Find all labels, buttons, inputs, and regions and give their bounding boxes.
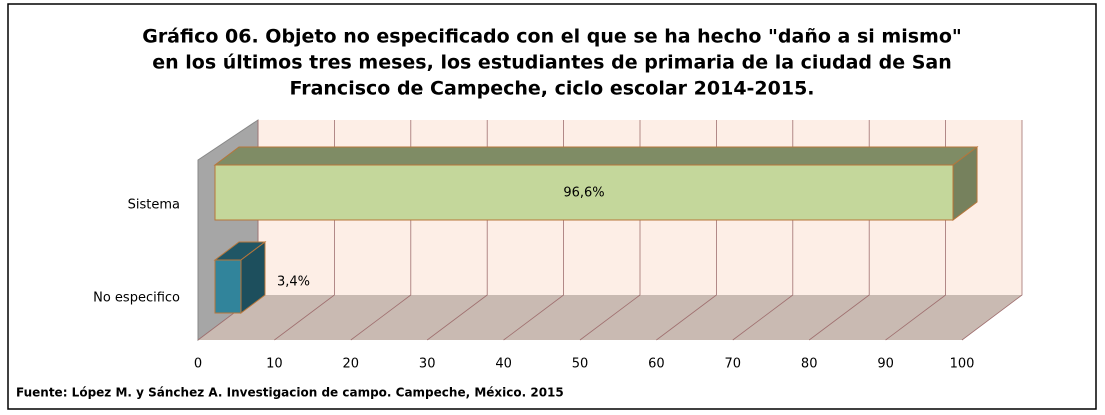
category-label: Sistema — [128, 198, 180, 213]
grid-line — [961, 120, 1023, 341]
x-tick-label: 70 — [725, 357, 742, 372]
x-tick-label: 50 — [572, 357, 589, 372]
x-tick-label: 100 — [950, 357, 975, 372]
chart-title: en los últimos tres meses, los estudiant… — [152, 52, 952, 74]
chart-title: Gráfico 06. Objeto no especificado con e… — [142, 26, 962, 48]
bar — [213, 241, 267, 314]
x-tick-label: 40 — [495, 357, 512, 372]
x-tick-label: 90 — [877, 357, 894, 372]
x-tick-label: 60 — [648, 357, 665, 372]
category-label: No especifico — [93, 291, 180, 306]
x-tick-label: 20 — [343, 357, 360, 372]
source-note: Fuente: López M. y Sánchez A. Investigac… — [16, 386, 564, 400]
bar — [213, 146, 979, 221]
x-tick-label: 80 — [801, 357, 818, 372]
x-tick-label: 0 — [194, 357, 202, 372]
value-label: 96,6% — [563, 186, 604, 201]
x-tick-label: 30 — [419, 357, 436, 372]
chart-title: Francisco de Campeche, ciclo escolar 201… — [289, 78, 814, 100]
value-label: 3,4% — [277, 275, 310, 290]
x-tick-label: 10 — [266, 357, 283, 372]
